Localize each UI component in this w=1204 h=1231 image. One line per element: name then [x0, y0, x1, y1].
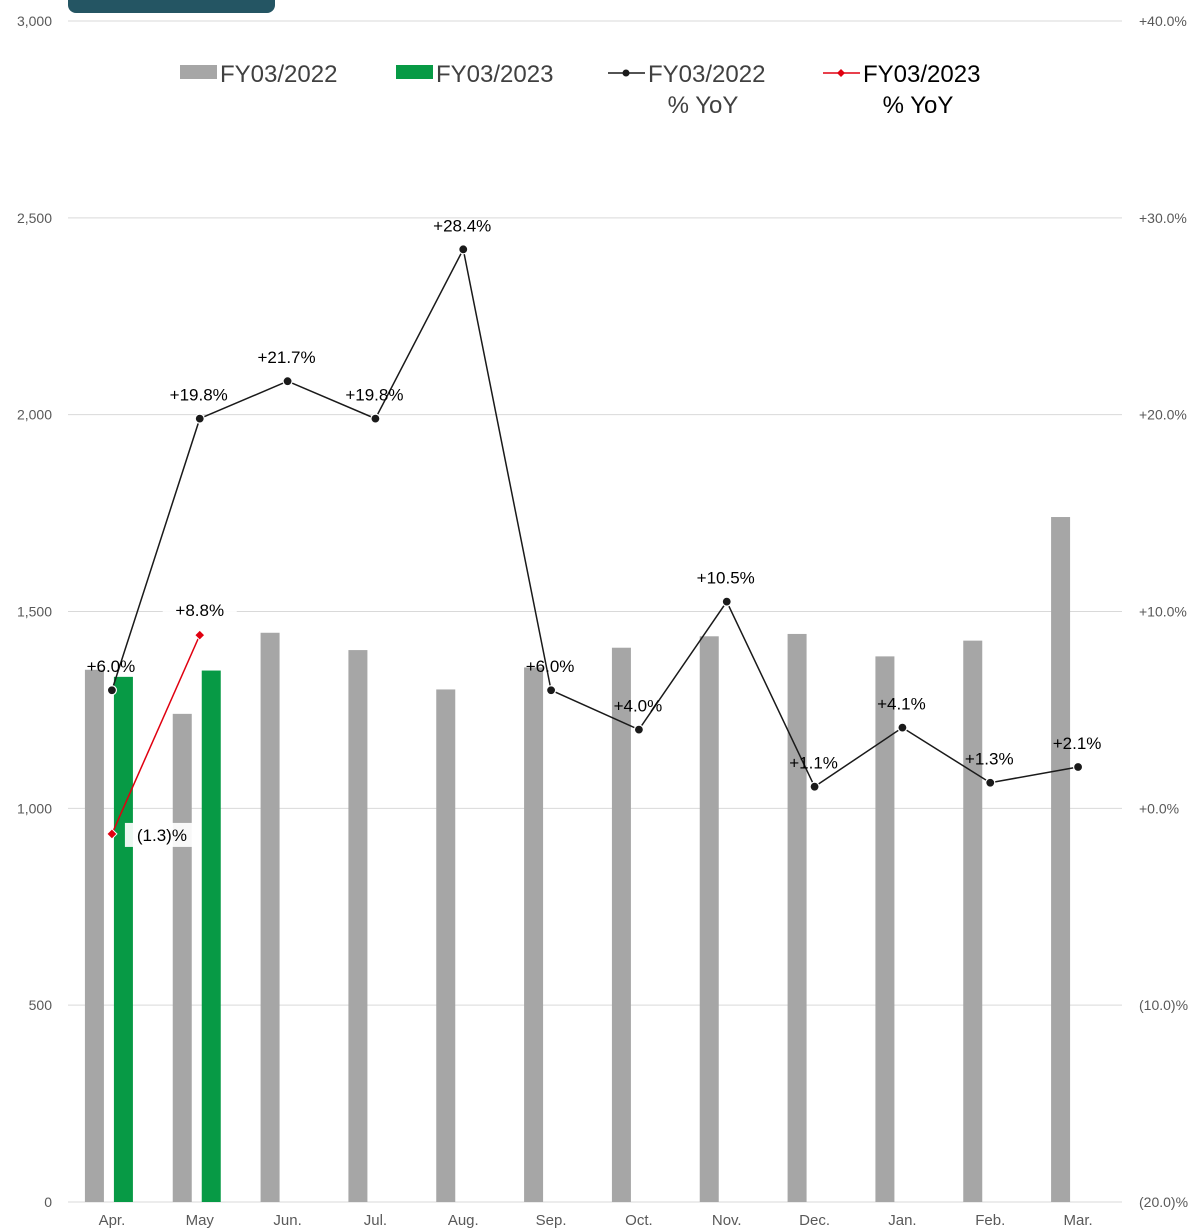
bar-fy2022 [436, 689, 456, 1202]
data-label-fy2022-yoy: +21.7% [258, 348, 316, 367]
data-label-fy2022-yoy: +4.0% [614, 697, 663, 716]
bar-fy2022 [84, 669, 104, 1202]
bar-fy2022 [611, 647, 631, 1202]
left-axis-tick-label: 1,000 [17, 800, 52, 816]
x-axis-tick-label: Sep. [536, 1212, 567, 1229]
yoy-fy2022-point [633, 724, 645, 735]
x-axis-tick-label: Jan. [888, 1212, 916, 1229]
yoy-fy2022-point [194, 413, 205, 424]
yoy-fy2022-point [1072, 761, 1084, 773]
x-axis-tick-label: Nov. [712, 1212, 742, 1229]
data-label-fy2023-yoy: (1.3)% [137, 826, 187, 845]
right-axis-tick-label: (20.0)% [1139, 1194, 1188, 1210]
data-label-fy2022-yoy: +6.0% [526, 657, 575, 676]
x-axis-tick-label: Feb. [975, 1212, 1005, 1229]
header-tab [68, 0, 275, 13]
yoy-fy2023-point [194, 629, 206, 641]
bar-fy2022 [699, 636, 719, 1202]
bar-fy2022 [172, 713, 192, 1202]
right-axis-tick-label: +20.0% [1139, 407, 1187, 423]
legend-fy2023-label: FY03/2023 [436, 61, 553, 88]
legend-fy2022-yoy-marker [622, 69, 630, 77]
bar-fy2022 [348, 650, 368, 1202]
legend-fy2022-swatch [180, 65, 217, 79]
bar-fy2022 [875, 656, 895, 1202]
yoy-fy2022-point [458, 244, 469, 255]
left-axis-tick-label: 500 [29, 997, 53, 1013]
right-axis-tick-label: (10.0)% [1139, 997, 1188, 1013]
bar-fy2022 [260, 632, 280, 1202]
right-axis-tick-label: +40.0% [1139, 13, 1187, 29]
legend-fy2022-label: FY03/2022 [220, 61, 337, 88]
data-label-fy2022-yoy: +10.5% [697, 569, 755, 588]
bar-fy2022 [524, 667, 544, 1202]
yoy-fy2023-line [111, 634, 201, 835]
x-axis-tick-label: Aug. [448, 1212, 479, 1229]
yoy-fy2022-point [370, 413, 381, 424]
yoy-fy2022-point [721, 596, 732, 607]
left-axis-tick-label: 0 [44, 1194, 52, 1210]
left-axis-tick-label: 2,000 [17, 407, 52, 423]
x-axis-tick-label: Jul. [364, 1212, 387, 1229]
legend-fy2022-yoy-label-line2: % YoY [668, 92, 739, 119]
x-axis-tick-label: Jun. [273, 1212, 301, 1229]
data-label-fy2022-yoy: +1.1% [789, 754, 838, 773]
yoy-fy2022-line [111, 247, 1079, 788]
bar-fy2022 [787, 633, 807, 1202]
data-label-fy2022-yoy: +1.3% [965, 750, 1014, 769]
data-label-background [162, 598, 237, 623]
bar-fy2023 [113, 676, 133, 1202]
data-label-fy2023-yoy: +8.8% [175, 601, 224, 620]
legend-fy2023-yoy-label: FY03/2023 [863, 61, 980, 88]
yoy-fy2022-point [106, 685, 118, 696]
bar-fy2022 [1051, 517, 1071, 1202]
bar-fy2023 [201, 670, 221, 1202]
left-axis-tick-label: 1,500 [17, 604, 52, 620]
legend-fy2023-yoy-label-line2: % YoY [883, 92, 954, 119]
data-label-fy2022-yoy: +28.4% [433, 216, 491, 235]
x-axis-tick-label: Mar. [1063, 1212, 1092, 1229]
yoy-fy2022-point [809, 781, 820, 792]
left-axis-tick-label: 2,500 [17, 210, 52, 226]
yoy-fy2022-point [282, 376, 293, 387]
data-label-fy2022-yoy: +19.8% [170, 386, 228, 405]
yoy-fy2023-point [106, 828, 118, 840]
data-label-fy2022-yoy: +6.0% [87, 657, 136, 676]
x-axis-tick-label: Apr. [99, 1212, 126, 1229]
bar-fy2022 [963, 640, 983, 1202]
data-label-background [124, 822, 199, 847]
yoy-fy2022-point [897, 722, 908, 733]
x-axis-tick-label: Oct. [625, 1212, 653, 1229]
x-axis-tick-label: May [186, 1212, 215, 1229]
yoy-fy2022-point [985, 777, 996, 788]
legend-fy2023-swatch [396, 65, 433, 79]
data-label-fy2022-yoy: +19.8% [345, 386, 403, 405]
legend-fy2023-yoy-marker [837, 69, 845, 77]
legend-fy2022-yoy-label: FY03/2022 [648, 61, 765, 88]
data-label-fy2022-yoy: +4.1% [877, 695, 926, 714]
left-axis-tick-label: 3,000 [17, 13, 52, 29]
x-axis-tick-label: Dec. [799, 1212, 830, 1229]
right-axis-tick-label: +0.0% [1139, 800, 1179, 816]
yoy-fy2022-point [545, 685, 557, 696]
right-axis-tick-label: +30.0% [1139, 210, 1187, 226]
right-axis-tick-label: +10.0% [1139, 604, 1187, 620]
data-label-fy2022-yoy: +2.1% [1053, 734, 1102, 753]
